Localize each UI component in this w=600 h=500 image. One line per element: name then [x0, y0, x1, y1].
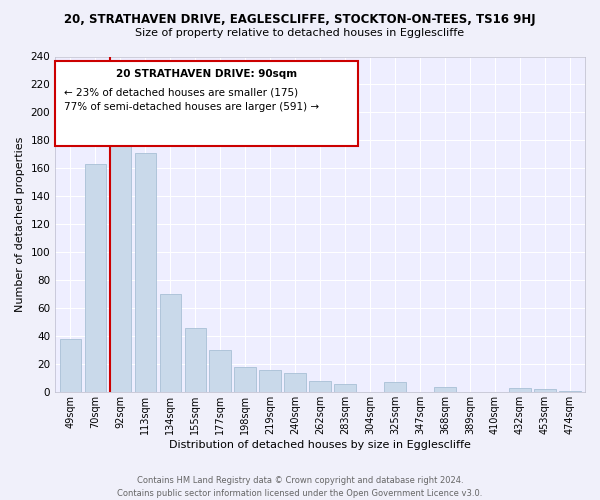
Y-axis label: Number of detached properties: Number of detached properties	[15, 136, 25, 312]
Bar	[160, 294, 181, 392]
Bar	[334, 384, 356, 392]
Bar	[509, 388, 530, 392]
Text: 77% of semi-detached houses are larger (591) →: 77% of semi-detached houses are larger (…	[64, 102, 319, 112]
Bar	[535, 390, 556, 392]
Text: 20, STRATHAVEN DRIVE, EAGLESCLIFFE, STOCKTON-ON-TEES, TS16 9HJ: 20, STRATHAVEN DRIVE, EAGLESCLIFFE, STOC…	[64, 12, 536, 26]
Bar	[85, 164, 106, 392]
Bar	[59, 339, 81, 392]
Bar	[559, 391, 581, 392]
Bar	[434, 386, 455, 392]
Bar	[310, 381, 331, 392]
Bar	[185, 328, 206, 392]
Text: Contains HM Land Registry data © Crown copyright and database right 2024.
Contai: Contains HM Land Registry data © Crown c…	[118, 476, 482, 498]
Bar	[134, 153, 156, 392]
X-axis label: Distribution of detached houses by size in Egglescliffe: Distribution of detached houses by size …	[169, 440, 471, 450]
Bar	[259, 370, 281, 392]
Bar	[110, 121, 131, 392]
Text: 20 STRATHAVEN DRIVE: 90sqm: 20 STRATHAVEN DRIVE: 90sqm	[116, 69, 297, 79]
Bar	[385, 382, 406, 392]
Bar	[284, 372, 306, 392]
Text: ← 23% of detached houses are smaller (175): ← 23% of detached houses are smaller (17…	[64, 87, 298, 97]
Bar	[209, 350, 231, 393]
Bar	[235, 367, 256, 392]
Text: Size of property relative to detached houses in Egglescliffe: Size of property relative to detached ho…	[136, 28, 464, 38]
